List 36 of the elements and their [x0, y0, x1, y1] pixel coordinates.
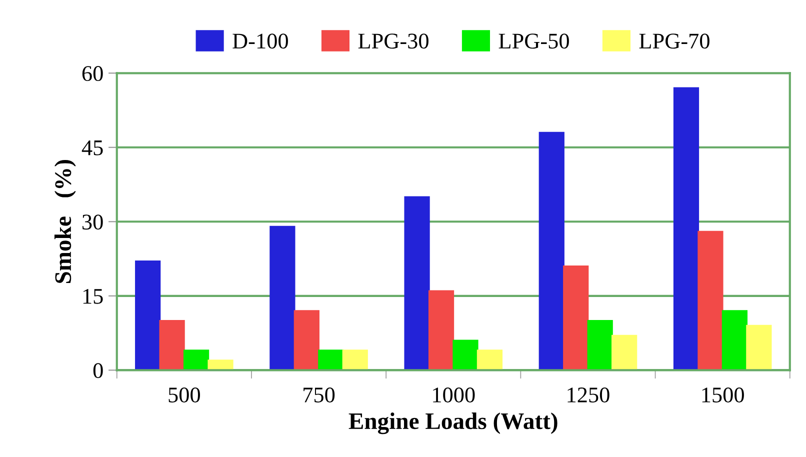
- bar: [452, 340, 478, 370]
- y-axis-title: Smoke (%): [54, 160, 76, 284]
- x-tick-label: 1250: [568, 387, 610, 402]
- bar: [538, 132, 564, 370]
- bar: [159, 320, 185, 370]
- bar: [294, 310, 320, 370]
- y-tick-label: 0: [93, 363, 103, 378]
- x-tick-label: 750: [304, 387, 335, 402]
- bar: [612, 334, 638, 370]
- y-tick-label: 60: [82, 66, 103, 82]
- y-tick-label: 15: [83, 288, 103, 304]
- bar: [318, 350, 344, 370]
- bar: [746, 324, 772, 370]
- bar: [673, 87, 700, 370]
- legend-label: LPG-70: [639, 34, 710, 49]
- bar: [722, 310, 748, 370]
- bar: [135, 260, 161, 370]
- bar: [563, 266, 589, 370]
- bar: [270, 226, 296, 370]
- legend-label: LPG-50: [498, 34, 569, 49]
- bar: [476, 350, 503, 370]
- bar: [342, 350, 368, 370]
- bar: [183, 350, 210, 370]
- y-tick-label: 45: [82, 140, 103, 156]
- legend-label: D-100: [232, 34, 288, 49]
- bar: [208, 360, 234, 370]
- x-tick-label: 1500: [702, 387, 744, 402]
- bar: [587, 320, 613, 370]
- legend-label: LPG-30: [358, 34, 428, 49]
- x-tick-label: 1000: [433, 387, 475, 402]
- bar: [404, 196, 430, 370]
- bar: [428, 290, 454, 370]
- x-tick-label: 500: [168, 387, 200, 402]
- y-tick-label: 30: [82, 214, 103, 230]
- x-axis-title: Engine Loads (Watt): [348, 412, 558, 434]
- bar: [698, 230, 724, 370]
